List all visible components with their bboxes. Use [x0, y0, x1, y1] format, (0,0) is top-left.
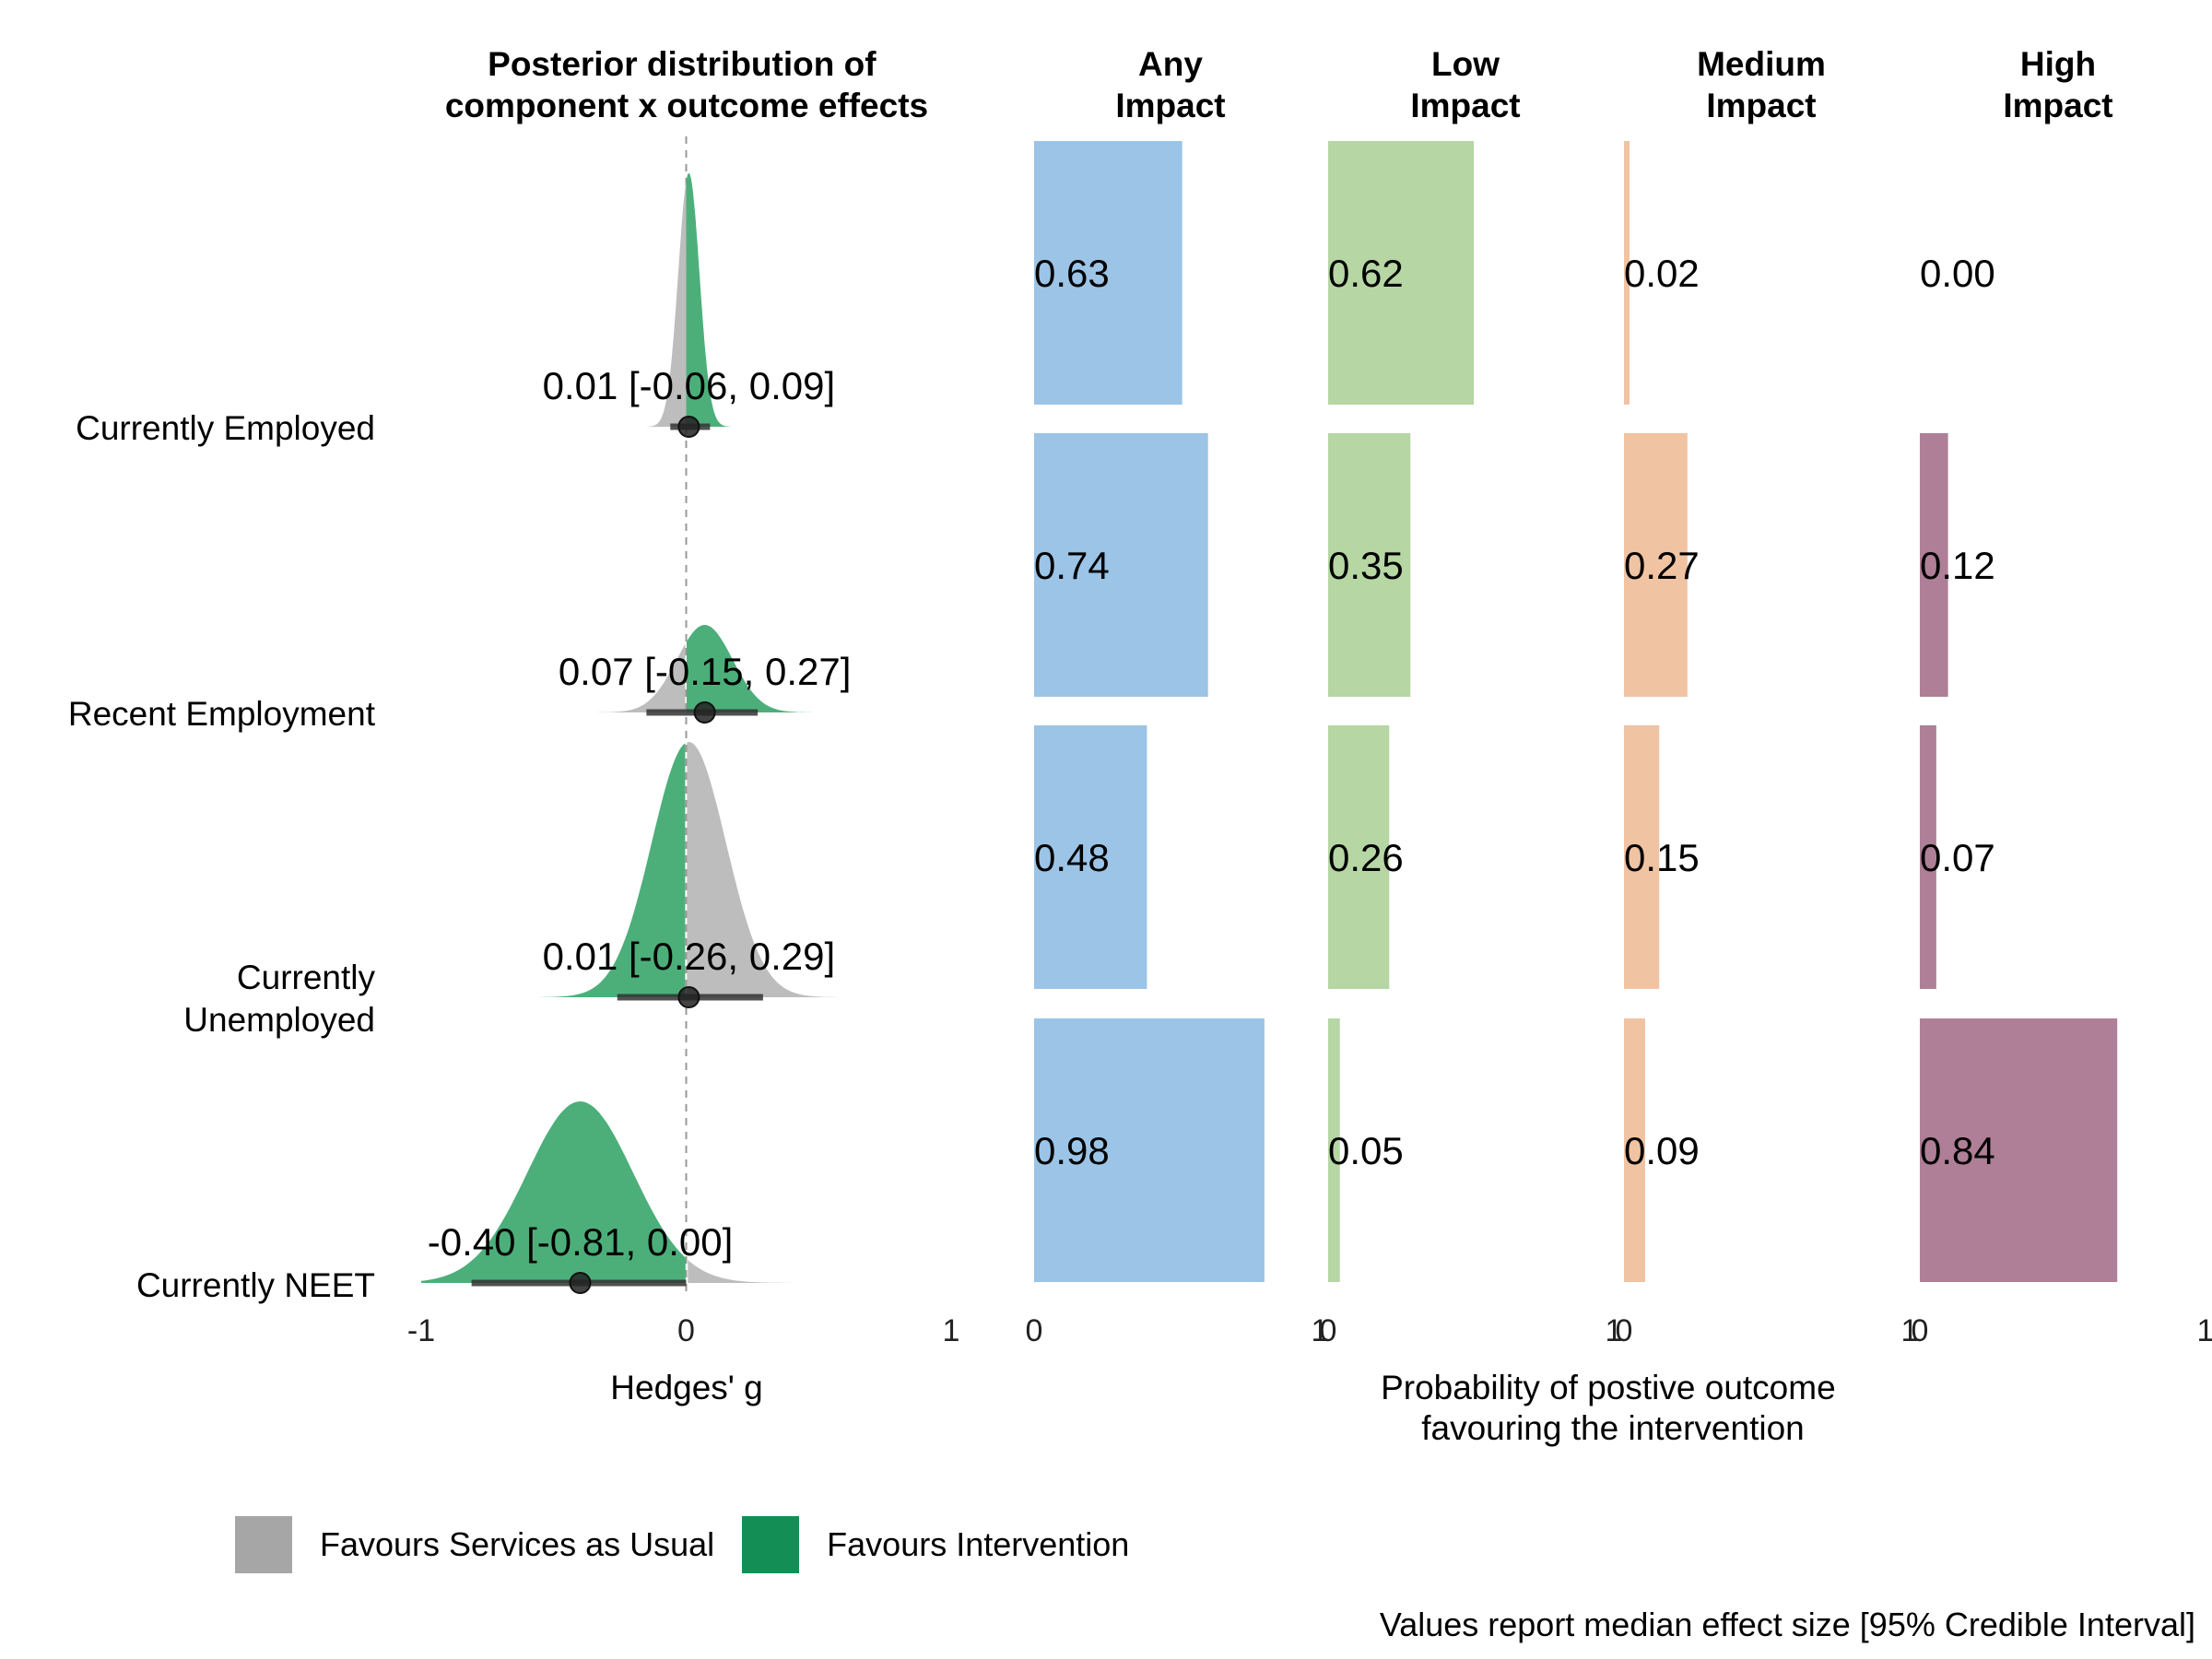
bar-panel-title-line: Impact — [1706, 87, 1816, 124]
bar-value-label: 0.35 — [1328, 544, 1404, 587]
bar-x-axis-title: Probability of postive outcome favouring… — [1381, 1369, 1845, 1447]
legend-item-services: Favours Services as Usual — [235, 1516, 714, 1573]
bar-value-label: 0.07 — [1920, 836, 1995, 879]
x-tick-label: 0 — [1320, 1313, 1337, 1348]
median-point — [569, 1272, 592, 1294]
density-right-area — [687, 625, 817, 712]
density-panel-title-line2: component x outcome effects — [445, 87, 928, 124]
bar — [1624, 725, 1660, 989]
x-tick-label: 1 — [1606, 1313, 1623, 1348]
chart-caption: Values report median effect size [95% Cr… — [1379, 1606, 2195, 1643]
legend-label-services: Favours Services as Usual — [320, 1525, 715, 1563]
density-right-area — [687, 742, 838, 997]
bar-panel-title-line: Medium — [1697, 45, 1826, 83]
bar-value-label: 0.15 — [1624, 836, 1700, 879]
row-label-line: Currently — [237, 959, 376, 996]
row-label-line: Unemployed — [183, 1001, 375, 1039]
legend-swatch-grey — [235, 1516, 292, 1573]
effect-size-label: 0.01 [-0.06, 0.09] — [543, 364, 836, 407]
density-left-area — [593, 643, 686, 712]
x-tick-label: 1 — [943, 1313, 960, 1348]
density-panel-title: Posterior distribution of component x ou… — [445, 45, 928, 124]
x-tick-label: 1 — [2197, 1313, 2212, 1348]
bar-value-label: 0.00 — [1920, 252, 1995, 295]
bar-panel-title: Any Impact — [1115, 45, 1225, 124]
density-left-area — [421, 1101, 686, 1283]
bar-panel-title: High Impact — [2003, 45, 2112, 124]
x-tick-label: 1 — [1312, 1313, 1329, 1348]
bar-panel-title-line: High — [2020, 45, 2096, 83]
bar — [1034, 141, 1182, 405]
bar-value-label: 0.63 — [1034, 252, 1110, 295]
bar-panel-title-line: Any — [1138, 45, 1203, 83]
bar-value-label: 0.48 — [1034, 836, 1110, 879]
x-tick-label: 1 — [1901, 1313, 1919, 1348]
x-tick-label: 0 — [1026, 1313, 1043, 1348]
bar — [1920, 433, 1948, 697]
bar — [1034, 433, 1208, 697]
bar-value-label: 0.27 — [1624, 544, 1700, 587]
bar — [1328, 1018, 1340, 1282]
density-x-axis-title: Hedges' g — [610, 1369, 762, 1406]
bar — [1328, 725, 1390, 989]
bar — [1920, 725, 1936, 989]
bar — [1328, 141, 1475, 405]
bar — [1034, 725, 1147, 989]
row-label: Currently Unemployed — [183, 959, 375, 1039]
bar-value-label: 0.62 — [1328, 252, 1404, 295]
legend-item-intervention: Favours Intervention — [742, 1516, 1129, 1573]
density-right-area — [686, 173, 732, 427]
bar-panel-title: Low Impact — [1410, 45, 1520, 124]
median-point — [693, 701, 716, 724]
row-label: Recent Employment — [68, 695, 376, 733]
row-label: Currently Employed — [76, 409, 375, 447]
density-panel-title-line1: Posterior distribution of — [488, 45, 877, 83]
effect-size-label: 0.01 [-0.26, 0.29] — [543, 935, 836, 978]
x-tick-label: 0 — [677, 1313, 695, 1348]
bar-value-label: 0.74 — [1034, 544, 1110, 587]
bar — [1034, 1018, 1265, 1282]
bar-panel-title: Medium Impact — [1697, 45, 1826, 124]
bar-value-label: 0.09 — [1624, 1129, 1700, 1172]
bar-value-label: 0.12 — [1920, 544, 1995, 587]
bar-value-label: 0.05 — [1328, 1129, 1404, 1172]
bar-value-label: 0.84 — [1920, 1129, 1995, 1172]
effect-size-label: -0.40 [-0.81, 0.00] — [428, 1220, 734, 1264]
x-tick-label: 0 — [1616, 1313, 1633, 1348]
median-point — [677, 986, 700, 1008]
bar-x-axis-title-line1: Probability of postive outcome — [1381, 1369, 1836, 1406]
density-left-area — [540, 743, 686, 997]
bar-panel-title-line: Impact — [1410, 87, 1520, 124]
legend: Favours Services as Usual Favours Interv… — [235, 1516, 1157, 1573]
bar — [1328, 433, 1411, 697]
bar-value-label: 0.02 — [1624, 252, 1700, 295]
bar-panel-title-line: Impact — [1115, 87, 1225, 124]
density-right-area — [688, 1260, 793, 1283]
bar — [1624, 141, 1630, 405]
bar-value-label: 0.26 — [1328, 836, 1404, 879]
density-left-area — [646, 181, 687, 427]
row-label: Currently NEET — [136, 1266, 375, 1304]
bar — [1920, 1018, 2118, 1282]
legend-swatch-green — [742, 1516, 800, 1573]
bar-x-axis-title-line2: favouring the intervention — [1421, 1409, 1805, 1447]
bar-panel-title-line: Low — [1431, 45, 1500, 83]
bar-value-label: 0.98 — [1034, 1129, 1110, 1172]
median-point — [677, 416, 700, 438]
bar — [1624, 1018, 1645, 1282]
x-tick-label: -1 — [407, 1313, 435, 1348]
legend-label-intervention: Favours Intervention — [827, 1525, 1130, 1563]
effect-size-label: 0.07 [-0.15, 0.27] — [559, 650, 852, 693]
bar — [1624, 433, 1688, 697]
bar-panel-title-line: Impact — [2003, 87, 2112, 124]
x-tick-label: 0 — [1912, 1313, 1929, 1348]
